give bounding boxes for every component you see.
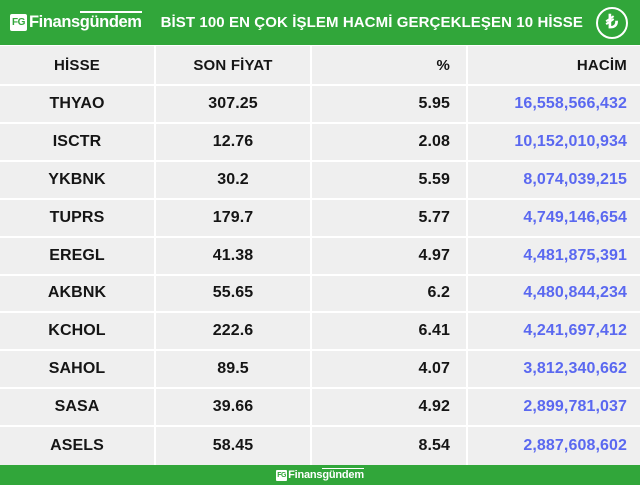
cell-percent: 8.54: [312, 427, 466, 466]
card-footer: FG Finansgündem: [0, 465, 640, 485]
brand-wordmark-part1: Finans: [29, 13, 80, 32]
table-row: THYAO 307.25 5.95 16,558,566,432: [0, 86, 640, 124]
cell-price: 307.25: [156, 86, 310, 122]
brand-logo: FG Finansgündem: [10, 11, 142, 33]
cell-volume: 4,481,875,391: [468, 237, 640, 274]
brand-wordmark-part2: gündem: [79, 11, 142, 32]
column-header-symbol: HİSSE: [0, 46, 154, 84]
brand-badge-label: FG: [12, 16, 25, 28]
cell-percent: 5.59: [312, 161, 466, 198]
cell-percent: 6.2: [312, 275, 466, 312]
cell-price: 222.6: [156, 313, 310, 350]
cell-percent: 2.08: [312, 123, 466, 160]
table-row: KCHOL 222.6 6.41 4,241,697,412: [0, 313, 640, 352]
column-header-percent: %: [312, 46, 466, 84]
cell-symbol: SASA: [0, 389, 154, 426]
cell-percent: 4.07: [312, 351, 466, 388]
table-row: TUPRS 179.7 5.77 4,749,146,654: [0, 199, 640, 238]
page-title: BİST 100 EN ÇOK İŞLEM HACMİ GERÇEKLEŞEN …: [160, 14, 583, 31]
cell-price: 179.7: [156, 199, 310, 236]
footer-brand-badge-icon: FG: [276, 469, 288, 481]
table-row: ASELS 58.45 8.54 2,887,608,602: [0, 427, 640, 466]
table-row: SAHOL 89.5 4.07 3,812,340,662: [0, 351, 640, 390]
cell-price: 12.76: [156, 123, 310, 160]
cell-symbol: AKBNK: [0, 275, 154, 312]
table-row: AKBNK 55.65 6.2 4,480,844,234: [0, 275, 640, 314]
footer-brand-logo: FG Finansgündem: [276, 465, 364, 485]
cell-price: 39.66: [156, 389, 310, 426]
cell-symbol: ASELS: [0, 427, 154, 466]
cell-price: 55.65: [156, 275, 310, 312]
cell-symbol: YKBNK: [0, 161, 154, 198]
stock-table: HİSSE SON FİYAT % HACİM THYAO 307.25 5.9…: [0, 45, 640, 466]
footer-brand-badge-label: FG: [277, 471, 286, 479]
brand-wordmark: Finansgündem: [29, 11, 142, 32]
cell-percent: 4.97: [312, 237, 466, 274]
cell-symbol: SAHOL: [0, 351, 154, 388]
table-row: EREGL 41.38 4.97 4,481,875,391: [0, 237, 640, 276]
cell-price: 89.5: [156, 351, 310, 388]
cell-volume: 2,899,781,037: [468, 389, 640, 426]
table-row: ISCTR 12.76 2.08 10,152,010,934: [0, 123, 640, 162]
cell-volume: 10,152,010,934: [468, 123, 640, 160]
cell-percent: 6.41: [312, 313, 466, 350]
cell-symbol: EREGL: [0, 237, 154, 274]
cell-volume: 2,887,608,602: [468, 427, 640, 466]
column-header-volume: HACİM: [468, 46, 640, 84]
cell-volume: 16,558,566,432: [468, 86, 640, 122]
column-header-price: SON FİYAT: [156, 46, 310, 84]
table-row: SASA 39.66 4.92 2,899,781,037: [0, 389, 640, 428]
turkish-lira-icon: ₺: [596, 6, 628, 39]
cell-volume: 3,812,340,662: [468, 351, 640, 388]
table-row: YKBNK 30.2 5.59 8,074,039,215: [0, 161, 640, 200]
cell-volume: 4,749,146,654: [468, 199, 640, 236]
footer-brand-wordmark-part1: Finans: [288, 468, 323, 481]
cell-percent: 4.92: [312, 389, 466, 426]
cell-price: 58.45: [156, 427, 310, 466]
table-header-row: HİSSE SON FİYAT % HACİM: [0, 46, 640, 86]
cell-symbol: ISCTR: [0, 123, 154, 160]
footer-brand-wordmark: Finansgündem: [288, 467, 364, 481]
turkish-lira-glyph: ₺: [605, 11, 619, 33]
cell-symbol: KCHOL: [0, 313, 154, 350]
cell-price: 30.2: [156, 161, 310, 198]
card-header-banner: FG Finansgündem BİST 100 EN ÇOK İŞLEM HA…: [0, 0, 640, 45]
cell-volume: 4,480,844,234: [468, 275, 640, 312]
brand-badge-icon: FG: [10, 14, 27, 31]
cell-percent: 5.95: [312, 86, 466, 122]
cell-volume: 8,074,039,215: [468, 161, 640, 198]
cell-volume: 4,241,697,412: [468, 313, 640, 350]
cell-symbol: THYAO: [0, 86, 154, 122]
cell-price: 41.38: [156, 237, 310, 274]
cell-symbol: TUPRS: [0, 199, 154, 236]
footer-brand-wordmark-part2: gündem: [322, 467, 364, 481]
cell-percent: 5.77: [312, 199, 466, 236]
